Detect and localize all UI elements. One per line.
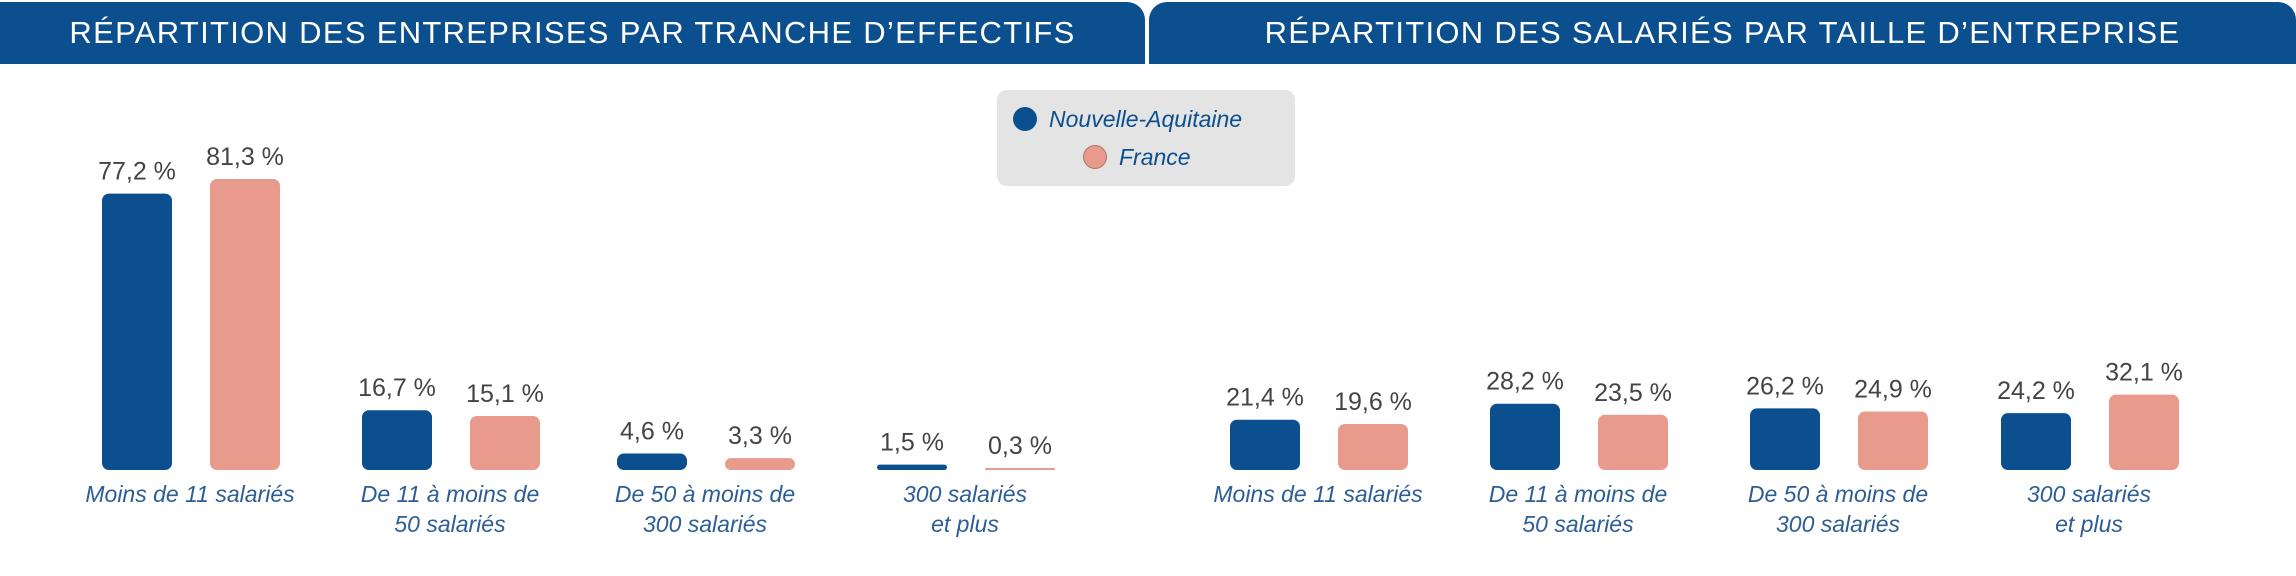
bar-france-moins-de-11-salaries	[210, 178, 280, 471]
category-label: 300 salariés	[1776, 511, 1901, 537]
bar-value-label: 24,9 %	[1854, 375, 1932, 403]
category-label: Moins de 11 salariés	[1213, 481, 1423, 507]
legend-item-nouvelle-aquitaine: Nouvelle-Aquitaine	[1013, 104, 1242, 134]
legend-label-france: France	[1119, 143, 1191, 170]
bar-france-300-salaries-et-plus	[2109, 394, 2179, 470]
category-label: 50 salariés	[1522, 511, 1634, 537]
bar-value-label: 23,5 %	[1594, 379, 1672, 407]
bar-france-de-50-a-moins-de-300-salaries	[1858, 411, 1928, 470]
category-label: et plus	[931, 511, 999, 537]
bar-nouvelle-aquitaine-300-salaries-et-plus	[2001, 413, 2071, 470]
category-label: De 11 à moins de	[361, 481, 540, 507]
bar-nouvelle-aquitaine-de-50-a-moins-de-300-salaries	[617, 453, 687, 470]
category-label: De 50 à moins de	[1748, 481, 1928, 507]
bar-nouvelle-aquitaine-de-11-a-moins-de-50-salaries	[1490, 403, 1560, 470]
category-label: Moins de 11 salariés	[85, 481, 295, 507]
header-entreprises: RÉPARTITION DES ENTREPRISES PAR TRANCHE …	[0, 2, 1145, 64]
bar-value-label: 26,2 %	[1746, 372, 1824, 400]
header-salaries: RÉPARTITION DES SALARIÉS PAR TAILLE D’EN…	[1149, 2, 2296, 64]
bar-value-label: 16,7 %	[358, 374, 436, 402]
bar-value-label: 24,2 %	[1997, 377, 2075, 405]
bar-value-label: 3,3 %	[728, 422, 792, 450]
bar-value-label: 19,6 %	[1334, 388, 1412, 416]
bar-france-de-11-a-moins-de-50-salaries	[1598, 414, 1668, 470]
bar-value-label: 81,3 %	[206, 143, 284, 171]
bar-nouvelle-aquitaine-300-salaries-et-plus	[877, 464, 947, 470]
bar-france-de-11-a-moins-de-50-salaries	[470, 415, 540, 470]
legend: Nouvelle-Aquitaine France	[997, 90, 1295, 186]
bar-france-moins-de-11-salaries	[1338, 423, 1408, 470]
bar-france-de-50-a-moins-de-300-salaries	[725, 458, 795, 470]
category-label: et plus	[2055, 511, 2123, 537]
legend-label-nouvelle-aquitaine: Nouvelle-Aquitaine	[1049, 105, 1243, 132]
category-label: De 50 à moins de	[615, 481, 795, 507]
chart-2: 21,4 % 19,6 % Moins de 11 salariés 28,2 % 23…	[1213, 359, 2183, 537]
bar-value-label: 77,2 %	[98, 158, 176, 186]
bar-nouvelle-aquitaine-moins-de-11-salaries	[1230, 419, 1300, 470]
category-label: De 11 à moins de	[1489, 481, 1668, 507]
bar-value-label: 21,4 %	[1226, 384, 1304, 412]
category-label: 300 salariés	[643, 511, 768, 537]
legend-swatch-nouvelle-aquitaine	[1013, 107, 1037, 131]
bar-nouvelle-aquitaine-moins-de-11-salaries	[102, 193, 172, 470]
bar-value-label: 32,1 %	[2105, 359, 2183, 387]
bar-france-300-salaries-et-plus	[985, 468, 1055, 470]
bar-value-label: 1,5 %	[880, 429, 944, 457]
bar-nouvelle-aquitaine-de-11-a-moins-de-50-salaries	[362, 410, 432, 470]
bar-value-label: 0,3 %	[988, 432, 1052, 460]
category-label: 300 salariés	[903, 481, 1028, 507]
legend-swatch-france	[1083, 145, 1107, 169]
category-label: 50 salariés	[394, 511, 506, 537]
bar-value-label: 15,1 %	[466, 380, 544, 408]
bar-nouvelle-aquitaine-de-50-a-moins-de-300-salaries	[1750, 408, 1820, 470]
bar-value-label: 28,2 %	[1486, 368, 1564, 396]
category-label: 300 salariés	[2027, 481, 2152, 507]
chart-1: 77,2 % 81,3 % Moins de 11 salariés 16,7 % 15…	[85, 143, 1055, 537]
legend-item-france: France	[1083, 142, 1191, 172]
bar-value-label: 4,6 %	[620, 418, 684, 446]
